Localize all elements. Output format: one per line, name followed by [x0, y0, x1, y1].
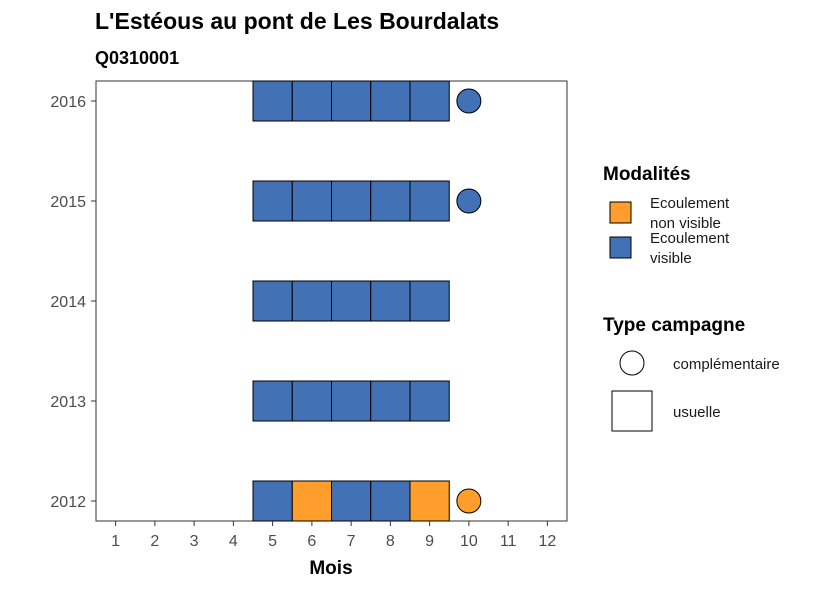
x-tick-label-6: 6 [307, 533, 316, 550]
legend-title-campagne: Type campagne [603, 315, 745, 336]
cell-2015-5 [252, 180, 293, 222]
x-tick-label-3: 3 [190, 533, 199, 550]
legend-label-modalite-1-line-1: Ecoulement [650, 195, 730, 212]
legend-label-modalite-2-line-2: visible [650, 250, 692, 267]
x-tick-label-12: 12 [538, 533, 556, 550]
x-tick-label-1: 1 [111, 533, 120, 550]
cell-2013-8 [370, 380, 411, 422]
legend-label-campagne-usuelle: usuelle [673, 404, 721, 421]
cell-2015-8 [370, 180, 411, 222]
x-axis-title: Mois [309, 558, 352, 579]
cell-2013-5 [252, 380, 293, 422]
y-axis: 2012 2013 2014 2015 2016 [50, 94, 96, 511]
legend-key-campagne-usuelle [611, 390, 653, 432]
x-tick-label-11: 11 [500, 533, 517, 550]
x-tick-label-2: 2 [150, 533, 159, 550]
point-2015-10 [456, 188, 482, 214]
cell-2015-9 [409, 180, 450, 222]
cell-2016-9 [409, 80, 450, 122]
cell-2015-6 [291, 180, 332, 222]
legend-label-modalite-1-line-2: non visible [650, 215, 721, 232]
chart-subtitle: Q0310001 [95, 48, 179, 68]
y-tick-label-2012: 2012 [50, 494, 86, 511]
legend-key-campagne-complementaire [619, 350, 645, 376]
x-tick-label-9: 9 [425, 533, 434, 550]
y-tick-label-2016: 2016 [50, 94, 86, 111]
y-tick-label-2014: 2014 [50, 294, 86, 311]
legend-key-modalite-2 [609, 236, 632, 259]
cell-2013-7 [331, 380, 372, 422]
cell-2013-9 [409, 380, 450, 422]
cell-2014-6 [291, 280, 332, 322]
cell-2015-7 [331, 180, 372, 222]
cell-2012-5 [252, 480, 293, 522]
legend-key-modalite-1 [609, 201, 632, 224]
point-2012-10 [456, 488, 482, 514]
x-tick-label-8: 8 [386, 533, 395, 550]
y-tick-label-2015: 2015 [50, 194, 86, 211]
cell-2012-9 [409, 480, 450, 522]
cell-2014-8 [370, 280, 411, 322]
x-tick-label-4: 4 [229, 533, 238, 550]
x-tick-label-10: 10 [460, 533, 478, 550]
cell-2013-6 [291, 380, 332, 422]
y-tick-label-2013: 2013 [50, 394, 86, 411]
legend-label-modalite-2-line-1: Ecoulement [650, 230, 730, 247]
point-2016-10 [456, 88, 482, 114]
x-tick-label-5: 5 [268, 533, 277, 550]
cell-2016-5 [252, 80, 293, 122]
cell-2012-7 [331, 480, 372, 522]
data-marks [252, 80, 482, 522]
cell-2014-7 [331, 280, 372, 322]
cell-2012-6 [291, 480, 332, 522]
legend-label-campagne-complementaire: complémentaire [673, 356, 780, 373]
legend-title-modalites: Modalités [603, 164, 691, 185]
chart-title: L'Estéous au pont de Les Bourdalats [95, 8, 499, 34]
cell-2014-5 [252, 280, 293, 322]
cell-2016-6 [291, 80, 332, 122]
x-axis: 1 2 3 4 5 6 7 8 9 10 11 12 [111, 521, 556, 550]
x-tick-label-7: 7 [347, 533, 356, 550]
cell-2016-7 [331, 80, 372, 122]
cell-2014-9 [409, 280, 450, 322]
cell-2012-8 [370, 480, 411, 522]
cell-2016-8 [370, 80, 411, 122]
